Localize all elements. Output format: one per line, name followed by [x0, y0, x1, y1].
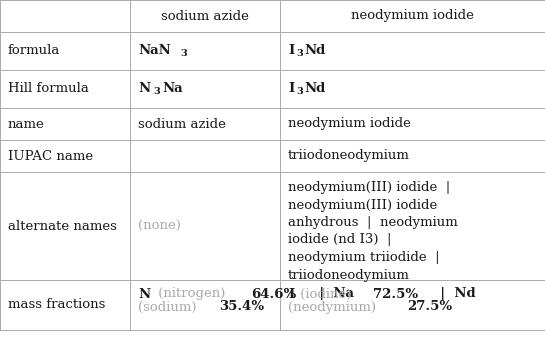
Text: N: N — [138, 287, 150, 300]
Text: IUPAC name: IUPAC name — [8, 149, 93, 162]
Text: alternate names: alternate names — [8, 219, 117, 233]
Text: NaN: NaN — [138, 45, 171, 58]
Text: Nd: Nd — [305, 82, 326, 96]
Text: 3: 3 — [296, 49, 303, 58]
Text: Nd: Nd — [305, 45, 326, 58]
Text: sodium azide: sodium azide — [161, 10, 249, 22]
Text: I: I — [288, 287, 294, 300]
Text: I: I — [288, 45, 294, 58]
Text: mass fractions: mass fractions — [8, 298, 105, 312]
Text: triiodoneodymium: triiodoneodymium — [288, 149, 410, 162]
Text: (iodine): (iodine) — [296, 287, 356, 300]
Text: neodymium iodide: neodymium iodide — [351, 10, 474, 22]
Text: Hill formula: Hill formula — [8, 82, 89, 96]
Text: 72.5%: 72.5% — [373, 287, 418, 300]
Text: sodium azide: sodium azide — [138, 118, 226, 130]
Text: (neodymium): (neodymium) — [288, 300, 380, 314]
Text: 3: 3 — [180, 49, 187, 58]
Text: (sodium): (sodium) — [138, 300, 201, 314]
Text: (nitrogen): (nitrogen) — [154, 287, 229, 300]
Text: |  Na: | Na — [310, 287, 354, 300]
Text: (none): (none) — [138, 219, 181, 233]
Text: 27.5%: 27.5% — [407, 300, 452, 314]
Text: 35.4%: 35.4% — [219, 300, 264, 314]
Text: Na: Na — [162, 82, 183, 96]
Text: name: name — [8, 118, 45, 130]
Text: I: I — [288, 82, 294, 96]
Text: formula: formula — [8, 45, 60, 58]
Text: 3: 3 — [296, 87, 303, 96]
Text: |  Nd: | Nd — [431, 287, 476, 300]
Text: N: N — [138, 82, 150, 96]
Text: 3: 3 — [154, 87, 160, 96]
Text: 64.6%: 64.6% — [251, 287, 296, 300]
Text: neodymium(III) iodide  |
neodymium(III) iodide
anhydrous  |  neodymium
iodide (n: neodymium(III) iodide | neodymium(III) i… — [288, 181, 458, 282]
Text: neodymium iodide: neodymium iodide — [288, 118, 411, 130]
